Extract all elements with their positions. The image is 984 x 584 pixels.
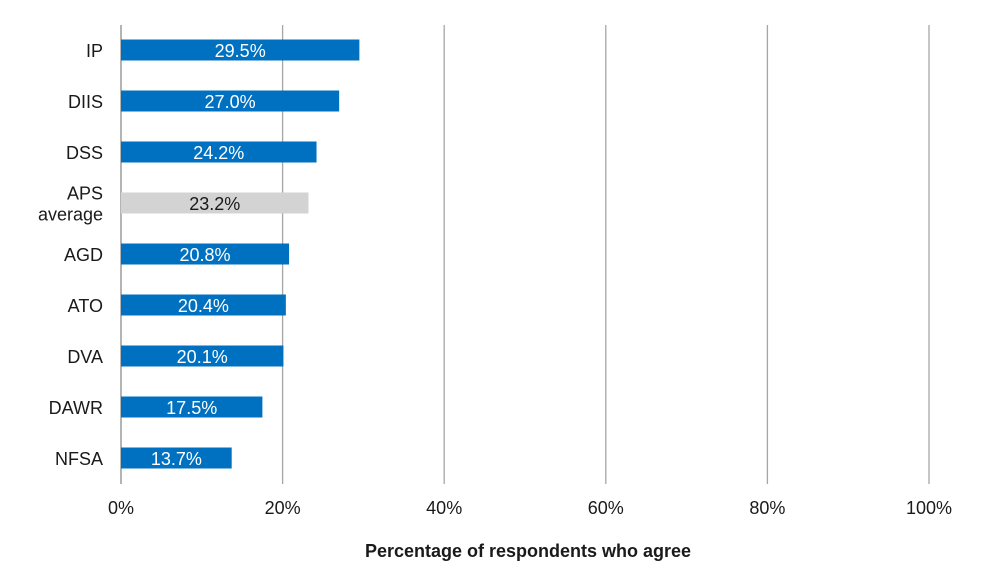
bar-value-label: 23.2% — [189, 194, 240, 214]
bars: 29.5% 27.0% 24.2% 23.2% 20.8% 20.4% 20.1% 17.5%… — [121, 39, 360, 469]
category-label: AGD — [64, 245, 103, 265]
bar — [121, 447, 232, 469]
category-label: DIIS — [68, 92, 103, 112]
category-label: ATO — [68, 296, 103, 316]
x-tick-label: 20% — [265, 498, 301, 518]
x-tick-label: 0% — [108, 498, 134, 518]
x-tick-label: 80% — [749, 498, 785, 518]
bar — [121, 90, 340, 112]
bar — [121, 396, 263, 418]
bar-value-label: 17.5% — [166, 398, 217, 418]
category-label: DVA — [67, 347, 103, 367]
category-label: IP — [86, 41, 103, 61]
category-label: NFSA — [55, 449, 103, 469]
category-label: DSS — [66, 143, 103, 163]
bar-value-label: 20.8% — [180, 245, 231, 265]
x-axis-ticks: 0% 20% 40% 60% 80% 100% — [108, 498, 952, 518]
x-tick-label: 60% — [588, 498, 624, 518]
category-label: APS — [67, 184, 103, 204]
bar — [121, 192, 309, 214]
bar — [121, 141, 317, 163]
x-axis-title: Percentage of respondents who agree — [365, 541, 691, 561]
bar — [121, 39, 360, 61]
bar-value-label: 29.5% — [215, 41, 266, 61]
bar — [121, 345, 284, 367]
bar — [121, 243, 290, 265]
bar-value-label: 24.2% — [193, 143, 244, 163]
x-tick-label: 40% — [426, 498, 462, 518]
bar — [121, 294, 286, 316]
x-tick-label: 100% — [906, 498, 952, 518]
bar-value-label: 20.1% — [177, 347, 228, 367]
bar-value-label: 20.4% — [178, 296, 229, 316]
category-label: average — [38, 205, 103, 225]
bar-value-label: 27.0% — [205, 92, 256, 112]
bar-value-label: 13.7% — [151, 449, 202, 469]
category-label: DAWR — [49, 398, 103, 418]
